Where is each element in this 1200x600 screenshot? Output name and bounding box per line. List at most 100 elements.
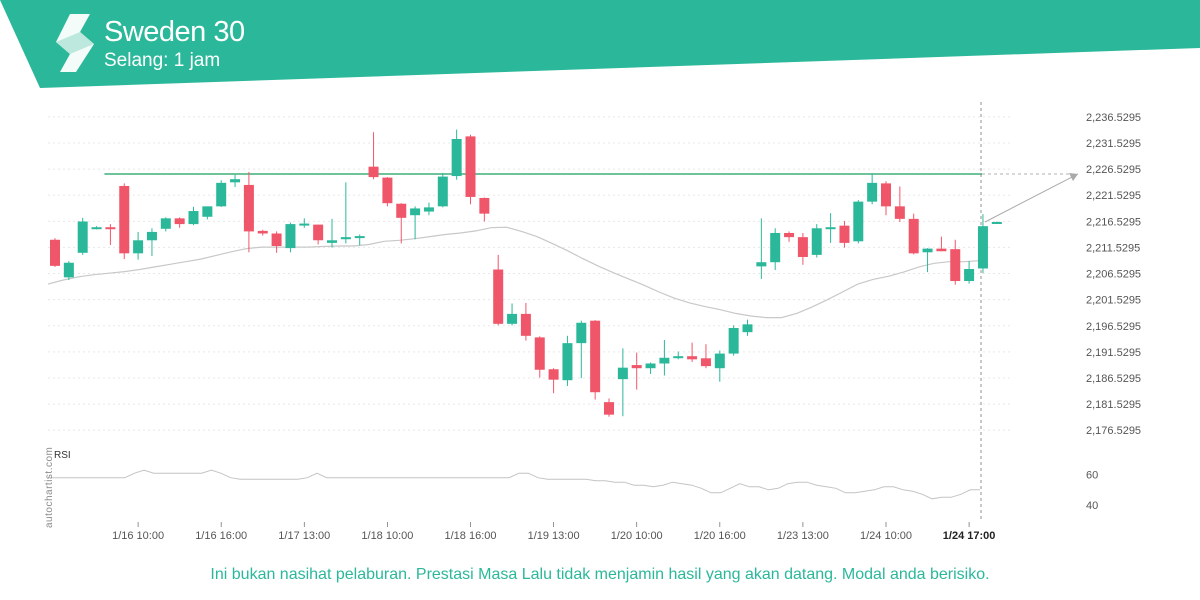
- rsi-tick-label: 60: [1086, 470, 1098, 482]
- page-title: Sweden 30: [104, 16, 245, 48]
- bear-candle: [950, 249, 961, 282]
- bear-candle: [604, 402, 614, 415]
- bear-candle: [936, 248, 947, 252]
- y-tick-label: 2,191.5295: [1086, 347, 1141, 359]
- moving-average: [47, 226, 981, 319]
- x-tick-label: 1/24 17:00: [943, 530, 996, 542]
- x-tick-label: 1/20 16:00: [694, 530, 746, 542]
- bull-candle: [964, 268, 975, 282]
- bull-candle: [63, 262, 74, 278]
- bull-candle: [645, 363, 656, 369]
- rsi-label: RSI: [54, 450, 71, 461]
- bear-candle: [590, 320, 601, 393]
- bull-candle: [285, 224, 296, 249]
- bull-candle: [922, 248, 933, 253]
- forecast-arrowhead: [1069, 172, 1078, 181]
- bear-candle: [548, 369, 559, 380]
- y-tick-label: 2,216.5295: [1086, 216, 1141, 228]
- bear-candle: [257, 230, 268, 234]
- x-tick-label: 1/16 16:00: [195, 530, 247, 542]
- bear-candle: [908, 218, 919, 254]
- bull-candle: [146, 231, 157, 241]
- forecast-arrow: [984, 173, 1079, 223]
- bear-candle: [493, 269, 504, 324]
- y-tick-label: 2,181.5295: [1086, 399, 1141, 411]
- ma-line: [47, 226, 981, 319]
- bear-candle: [881, 183, 891, 207]
- bull-candle: [977, 226, 988, 269]
- bull-candle: [230, 179, 241, 183]
- bull-candle: [423, 207, 434, 212]
- x-tick-label: 1/24 10:00: [860, 530, 912, 542]
- bull-candle: [742, 324, 753, 333]
- x-tick-label: 1/23 13:00: [777, 530, 829, 542]
- bear-candle: [534, 337, 545, 370]
- bear-candle: [631, 365, 642, 369]
- x-tick-label: 1/16 10:00: [112, 530, 164, 542]
- bull-candle: [299, 223, 310, 226]
- time-axis: 1/16 10:00 1/16 16:00 1/17 13:00 1/18 10:00…: [112, 522, 995, 542]
- x-tick-label: 1/17 13:00: [278, 530, 330, 542]
- y-tick-label: 2,211.5295: [1086, 242, 1140, 254]
- bull-candle: [811, 228, 822, 255]
- x-tick-label: 1/18 10:00: [361, 530, 413, 542]
- bull-candle: [188, 211, 199, 225]
- grid: [48, 116, 1010, 431]
- bull-candle: [756, 262, 767, 267]
- bull-candle: [673, 356, 684, 359]
- y-tick-label: 2,201.5295: [1086, 295, 1141, 307]
- bull-candle: [437, 176, 448, 207]
- bull-candle: [451, 138, 462, 177]
- bull-candle: [617, 367, 628, 380]
- rsi-line: [48, 469, 980, 500]
- y-tick-label: 2,236.5295: [1086, 112, 1141, 124]
- watermark: autochartist.com: [44, 446, 55, 528]
- y-tick-label: 2,231.5295: [1086, 138, 1141, 150]
- banner-background: [0, 0, 1200, 88]
- bear-candle: [894, 206, 905, 219]
- price-chart: 2,236.5295 2,231.5295 2,226.5295 2,221.5295…: [47, 102, 1141, 542]
- price-axis: 2,236.5295 2,231.5295 2,226.5295 2,221.5295…: [1086, 112, 1141, 437]
- x-tick-label: 1/20 10:00: [611, 530, 663, 542]
- bull-candle: [91, 227, 102, 230]
- x-tick-label: 1/18 16:00: [445, 530, 497, 542]
- bear-candle: [797, 237, 808, 257]
- bear-candle: [687, 356, 698, 360]
- y-tick-label: 2,176.5295: [1086, 425, 1141, 437]
- bull-candle: [825, 227, 836, 230]
- header-banner: Sweden 30 Selang: 1 jam: [0, 0, 1200, 90]
- autochartist-logo-icon: [56, 14, 94, 72]
- bull-candle: [160, 218, 171, 229]
- y-tick-label: 2,206.5295: [1086, 269, 1141, 281]
- bull-candle: [867, 182, 878, 202]
- bull-candle: [853, 201, 864, 242]
- bull-candle: [340, 237, 351, 240]
- bear-candle: [520, 313, 531, 336]
- bull-candle: [133, 240, 144, 254]
- y-tick-label: 2,196.5295: [1086, 321, 1141, 333]
- bear-candle: [105, 227, 116, 230]
- bear-candle: [119, 185, 130, 254]
- bear-candle: [50, 239, 60, 266]
- y-tick-label: 2,186.5295: [1086, 373, 1141, 385]
- y-tick-label: 2,221.5295: [1086, 190, 1141, 202]
- bull-candle: [991, 222, 1002, 225]
- bear-candle: [174, 218, 185, 225]
- disclaimer-text: Ini bukan nasihat pelaburan. Prestasi Ma…: [210, 566, 990, 583]
- x-tick-label: 1/19 13:00: [528, 530, 580, 542]
- resistance-level: [104, 102, 1079, 522]
- bear-candle: [271, 233, 282, 247]
- candles: [50, 129, 1002, 417]
- bull-candle: [562, 343, 573, 381]
- bear-candle: [479, 197, 490, 214]
- bull-candle: [327, 240, 337, 243]
- y-tick-label: 2,226.5295: [1086, 164, 1141, 176]
- bull-candle: [202, 206, 213, 217]
- bull-candle: [714, 353, 725, 369]
- bear-candle: [396, 203, 407, 218]
- bear-candle: [243, 184, 254, 232]
- timeframe-subtitle: Selang: 1 jam: [104, 50, 221, 71]
- bear-candle: [368, 166, 379, 178]
- bull-candle: [659, 357, 670, 364]
- bear-candle: [465, 136, 476, 197]
